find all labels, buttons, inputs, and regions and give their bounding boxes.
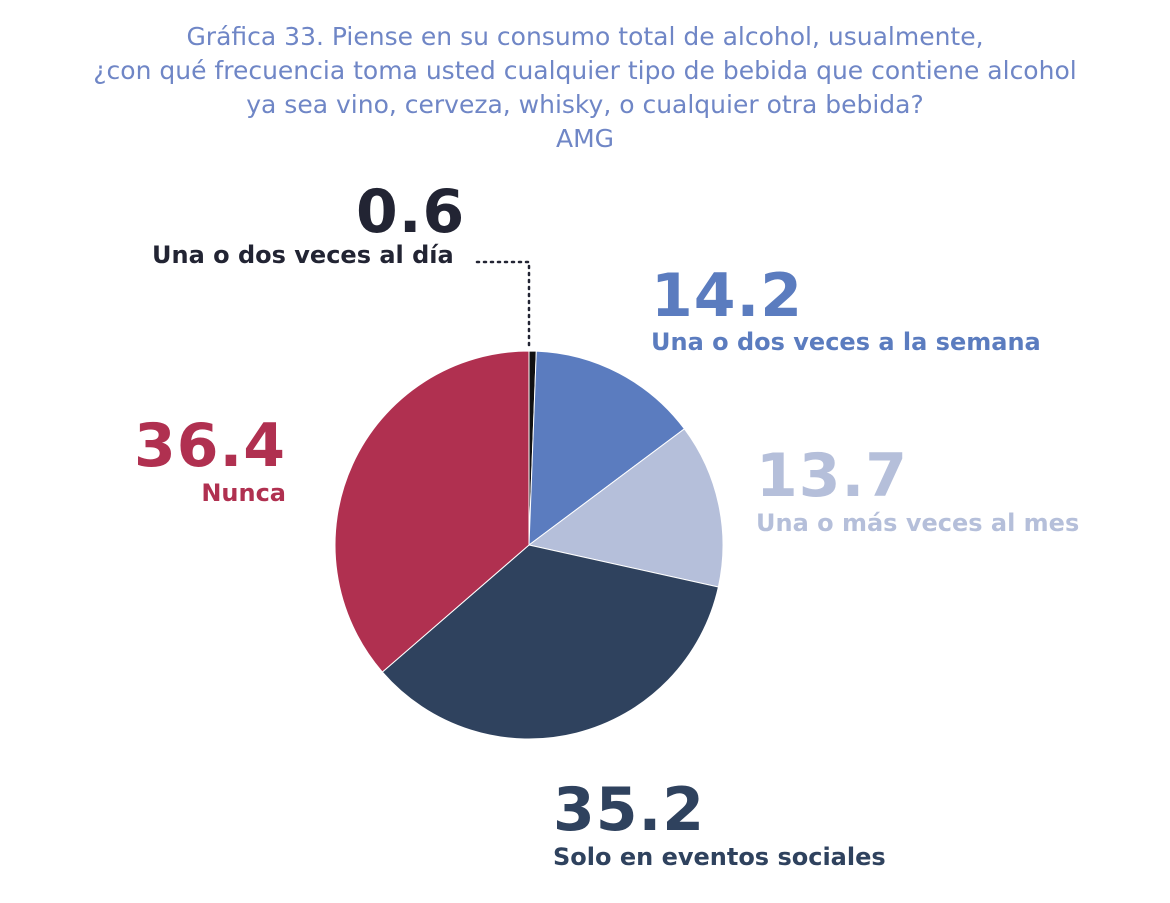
title-line-1: Gráfica 33. Piense en su consumo total d…: [186, 22, 984, 51]
pie-slice-social: [381, 544, 719, 740]
title-line-4: AMG: [555, 124, 615, 153]
pie-slice-weekly: [528, 350, 686, 547]
label-value-never: 36.4: [133, 411, 286, 481]
label-category-daily: Una o dos veces al día: [152, 241, 454, 269]
title-line-3: ya sea vino, cerveza, whisky, o cualquie…: [246, 90, 924, 119]
chart-title: Gráfica 33. Piense en su consumo total d…: [0, 20, 1170, 156]
label-value-social: 35.2: [553, 775, 706, 845]
label-value-weekly: 14.2: [651, 261, 804, 331]
pie-slice-never: [334, 350, 530, 673]
pie-slice-monthly: [527, 428, 724, 588]
leader-line-daily: [475, 260, 531, 347]
label-value-monthly: 13.7: [756, 441, 909, 511]
label-category-monthly: Una o más veces al mes: [756, 509, 1080, 537]
title-line-2: ¿con qué frecuencia toma usted cualquier…: [93, 56, 1077, 85]
label-category-never: Nunca: [201, 479, 286, 507]
label-value-daily: 0.6: [356, 177, 466, 247]
label-category-weekly: Una o dos veces a la semana: [651, 328, 1041, 356]
label-category-social: Solo en eventos sociales: [553, 843, 886, 871]
